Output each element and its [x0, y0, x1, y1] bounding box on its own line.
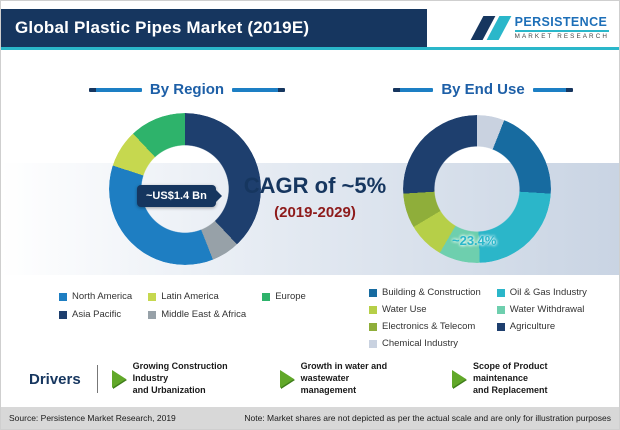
legend-label: Europe — [275, 291, 306, 302]
legend-label: Electronics & Telecom — [382, 321, 476, 332]
cagr-block: CAGR of ~5% (2019-2029) — [239, 173, 391, 221]
section-title-region: By Region — [149, 81, 225, 98]
footer-source: Source: Persistence Market Research, 201… — [9, 413, 176, 423]
legend-item: Building & Construction — [369, 287, 481, 298]
legend-swatch — [496, 305, 505, 314]
legend-swatch — [59, 310, 67, 319]
driver-text: Growth in water and wastewater managemen… — [301, 361, 434, 396]
legend-item: Europe — [262, 291, 306, 302]
legend-swatch — [369, 322, 377, 331]
enduse-donut-chart — [403, 115, 551, 263]
legend-swatch — [59, 292, 67, 301]
header-accent-rule — [1, 47, 619, 50]
legend-item: Agriculture — [496, 321, 587, 332]
drivers-divider — [96, 365, 98, 393]
legend-swatch — [148, 292, 157, 301]
section-header-enduse: By End Use — [393, 81, 574, 98]
legend-swatch — [369, 288, 377, 297]
legend-label: Asia Pacific — [72, 309, 122, 320]
driver-line: and Replacement — [472, 384, 548, 395]
driver-item: Growing Construction Industry and Urbani… — [111, 361, 262, 396]
legend-swatch — [369, 339, 377, 348]
driver-text: Growing Construction Industry and Urbani… — [133, 361, 262, 396]
logo-stripes — [470, 16, 512, 40]
driver-item: Growth in water and wastewater managemen… — [279, 361, 434, 396]
driver-text: Scope of Product maintenance and Replace… — [473, 361, 601, 396]
legend-label: Water Withdrawal — [509, 304, 585, 315]
driver-line: and Urbanization — [132, 384, 206, 395]
driver-item: Scope of Product maintenance and Replace… — [451, 361, 601, 396]
legend-label: Building & Construction — [382, 287, 481, 298]
footer: Source: Persistence Market Research, 201… — [1, 407, 619, 429]
company-logo: PERSISTENCE MARKET RESEARCH — [514, 15, 609, 41]
legend-item: Middle East & Africa — [148, 309, 246, 320]
legend-item: Electronics & Telecom — [369, 321, 481, 332]
legend-label: Middle East & Africa — [161, 309, 247, 320]
arrow-right-icon — [279, 370, 294, 388]
legend-swatch — [496, 322, 505, 331]
legend-label: Agriculture — [509, 321, 556, 332]
drivers-row: Drivers Growing Construction Industry an… — [1, 361, 619, 397]
logo-name: PERSISTENCE — [514, 15, 609, 32]
logo-subtitle: MARKET RESEARCH — [514, 32, 609, 40]
legend-label: Oil & Gas Industry — [509, 287, 587, 298]
enduse-share-callout: ~23.4% — [452, 233, 497, 248]
driver-line: Scope of Product maintenance — [472, 361, 548, 384]
legend-item: Chemical Industry — [369, 338, 481, 349]
section-bar-right — [232, 87, 285, 92]
legend-item: Asia Pacific — [59, 309, 132, 320]
legend-swatch — [262, 292, 271, 301]
logo-area: PERSISTENCE MARKET RESEARCH — [427, 9, 619, 47]
driver-line: Growing Construction Industry — [132, 361, 228, 384]
section-title-enduse: By End Use — [441, 81, 525, 98]
driver-line: Growth in water and wastewater — [300, 361, 388, 384]
driver-line: management — [300, 384, 357, 395]
legend-label: North America — [72, 291, 133, 302]
legend-label: Chemical Industry — [382, 338, 459, 349]
arrow-right-icon — [451, 370, 466, 388]
enduse-legend: Building & Construction Oil & Gas Industr… — [369, 287, 587, 349]
region-legend: North America Latin America Europe Asia Pac… — [59, 291, 306, 320]
cagr-value: CAGR of ~5% — [243, 173, 387, 198]
header: Global Plastic Pipes Market (2019E) PERS… — [1, 9, 619, 47]
header-title-bar: Global Plastic Pipes Market (2019E) — [1, 9, 427, 47]
legend-label: Water Use — [382, 304, 427, 315]
legend-item: Latin America — [148, 291, 246, 302]
footer-note: Note: Market shares are not depicted as … — [244, 413, 611, 423]
market-value-badge: ~US$1.4 Bn — [137, 185, 216, 207]
page-title: Global Plastic Pipes Market (2019E) — [15, 18, 310, 37]
legend-swatch — [496, 288, 505, 297]
drivers-label: Drivers — [29, 370, 81, 388]
cagr-period: (2019-2029) — [274, 204, 356, 221]
legend-swatch — [148, 310, 157, 319]
legend-swatch — [369, 305, 377, 314]
legend-item: North America — [59, 291, 132, 302]
legend-item: Water Withdrawal — [496, 304, 587, 315]
section-bar-right — [532, 87, 574, 92]
legend-item: Water Use — [369, 304, 481, 315]
legend-item: Oil & Gas Industry — [496, 287, 587, 298]
arrow-right-icon — [111, 370, 126, 388]
section-header-region: By Region — [89, 81, 285, 98]
section-bar-left — [89, 87, 142, 92]
legend-label: Latin America — [161, 291, 219, 302]
section-bar-left — [393, 87, 434, 92]
